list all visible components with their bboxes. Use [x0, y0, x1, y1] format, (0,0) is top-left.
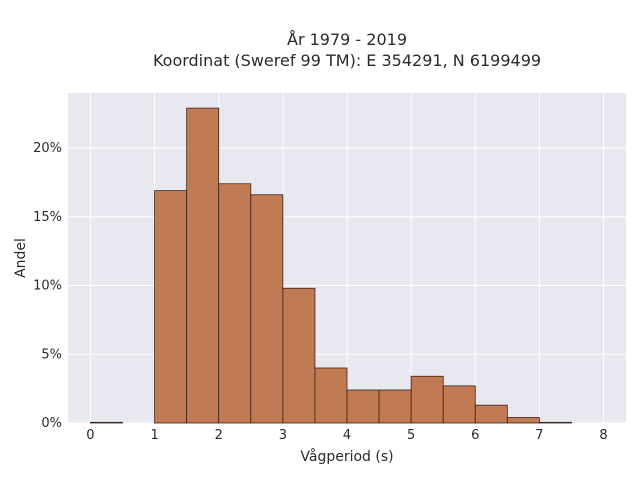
histogram-bar-0	[90, 421, 123, 424]
x-axis-label: Vågperiod (s)	[300, 448, 393, 465]
x-tick-label-2: 2	[215, 428, 223, 443]
x-tick-label-7: 7	[535, 428, 543, 443]
y-tick-labels: 0% 5% 10% 15% 20%	[33, 141, 62, 431]
y-tick-label-4: 20%	[33, 141, 62, 156]
x-tick-labels: 0 1 2 3 4 5 6 7 8	[86, 428, 607, 443]
histogram-bar-5	[250, 194, 284, 424]
chart-title-line-1: År 1979 - 2019	[287, 30, 407, 49]
y-tick-label-0: 0%	[41, 416, 62, 431]
y-tick-label-2: 10%	[33, 279, 62, 294]
histogram-bar-9	[378, 389, 412, 424]
y-axis-label: Andel	[13, 238, 29, 278]
histogram-bar-14	[539, 421, 572, 424]
histogram-bar-12	[474, 404, 508, 424]
histogram-bar-2	[154, 190, 188, 424]
histogram-bar-6	[282, 287, 316, 424]
x-tick-label-0: 0	[86, 428, 94, 443]
chart-title-line-2: Koordinat (Sweref 99 TM): E 354291, N 61…	[153, 51, 541, 70]
x-tick-label-4: 4	[343, 428, 351, 443]
y-tick-label-3: 15%	[33, 210, 62, 225]
histogram-bar-3	[186, 107, 220, 424]
histogram-bar-11	[442, 385, 476, 424]
x-tick-label-3: 3	[279, 428, 287, 443]
histogram-bar-13	[506, 417, 540, 424]
histogram-bar-10	[410, 375, 444, 424]
y-tick-label-1: 5%	[41, 347, 62, 362]
histogram-bar-7	[314, 367, 348, 424]
histogram-bar-4	[218, 183, 252, 424]
x-tick-label-8: 8	[599, 428, 607, 443]
histogram-bar-8	[346, 389, 380, 424]
x-tick-label-1: 1	[150, 428, 158, 443]
x-tick-label-5: 5	[407, 428, 415, 443]
x-tick-label-6: 6	[471, 428, 479, 443]
bars	[90, 107, 572, 424]
